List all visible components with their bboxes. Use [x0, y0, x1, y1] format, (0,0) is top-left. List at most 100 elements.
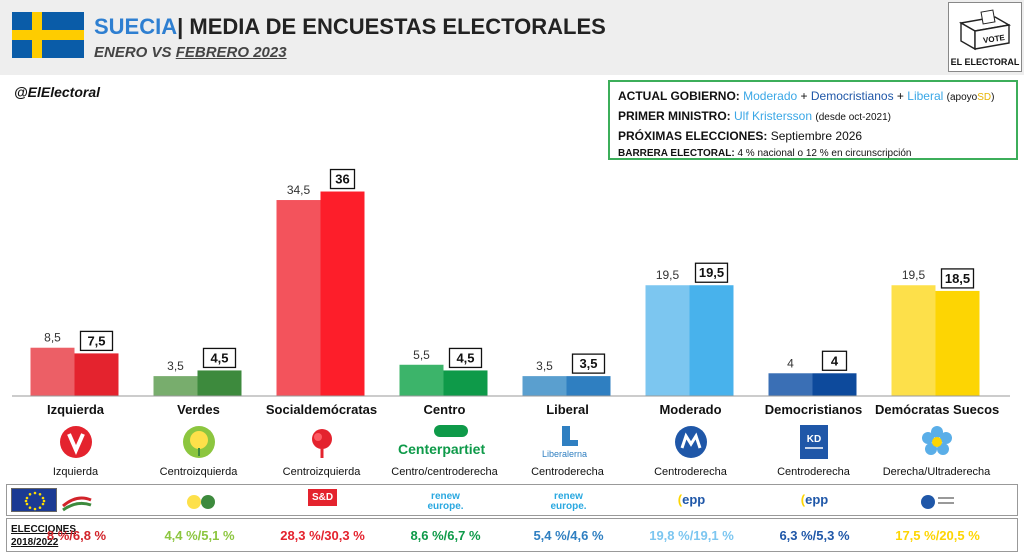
page-title: SUECIA| MEDIA DE ENCUESTAS ELECTORALES	[94, 14, 606, 40]
bar-febrero	[74, 353, 119, 396]
gov-next-val: Septiembre 2026	[770, 129, 863, 143]
data-label-box	[571, 353, 606, 374]
bar-febrero	[443, 370, 488, 396]
svg-text:Liberalerna: Liberalerna	[542, 449, 587, 459]
party-name: Verdes	[177, 402, 220, 417]
eu-group-row: S&D renew europe. renew europe. (epp (epp	[6, 484, 1018, 516]
title-separator: |	[177, 14, 184, 39]
data-label-enero: 4	[787, 356, 794, 370]
data-label-febrero: 4,5	[210, 350, 228, 365]
centerpartiet-icon: Centerpartiet	[383, 424, 506, 462]
data-label-enero: 19,5	[656, 268, 680, 282]
poll-bar-chart: 8,5 7,5 3,5 4,5 34,5 36 5,5 4,5 3,5 3,5 19,5 19,5 4 4…	[12, 168, 1010, 397]
logo-vote-text: VOTE	[983, 33, 1006, 45]
gov-line-actual: ACTUAL GOBIERNO: Moderado + Democristian…	[618, 87, 1008, 107]
v-rose-icon	[14, 424, 137, 462]
government-info-box: ACTUAL GOBIERNO: Moderado + Democristian…	[608, 80, 1018, 160]
data-label-box	[448, 347, 483, 369]
gov-line-next: PRÓXIMAS ELECCIONES: Septiembre 2026	[618, 127, 1008, 145]
gov-actual-key: ACTUAL GOBIERNO:	[618, 89, 740, 103]
party-spectrum: Centro/centroderecha	[391, 466, 498, 478]
data-label-febrero: 4	[831, 353, 839, 368]
eu-group-epp-icon: (epp	[800, 492, 829, 507]
gov-barrier-val: 4 % nacional o 12 % en circunscripción	[737, 148, 912, 159]
data-label-enero: 34,5	[287, 183, 311, 197]
data-label-febrero: 3,5	[579, 356, 597, 371]
bar-febrero	[566, 376, 611, 396]
party-spectrum: Centroizquierda	[159, 466, 238, 478]
eu-group-reneweurope-icon: renew europe.	[550, 491, 587, 512]
liberalerna-icon: Liberalerna	[506, 424, 629, 462]
party-name: Moderado	[659, 402, 722, 417]
party-name: Centro	[423, 402, 466, 417]
data-label-box	[202, 347, 237, 369]
data-label-enero: 3,5	[167, 359, 184, 373]
logo-brand-text: EL ELECTORAL	[950, 57, 1020, 67]
title-main: MEDIA DE ENCUESTAS ELECTORALES	[189, 14, 606, 39]
gov-pm-note: (desde oct-2021)	[815, 112, 891, 123]
gov-liberal: Liberal	[907, 89, 944, 103]
party-name: Demócratas Suecos	[875, 402, 1000, 417]
gov-apoyo-sd: SD	[977, 92, 992, 103]
gov-plus-1: +	[800, 89, 808, 103]
svg-text:Centerpartiet: Centerpartiet	[398, 441, 485, 457]
bar-enero	[399, 364, 444, 396]
data-label-febrero: 4,5	[456, 350, 474, 365]
eu-flag-icon	[11, 488, 57, 512]
bar-febrero	[935, 290, 980, 396]
data-label-febrero: 19,5	[699, 265, 724, 280]
eu-group-greens-icon	[138, 492, 261, 515]
gov-pm-name: Ulf Kristersson	[734, 109, 813, 123]
party-spectrum: Centroizquierda	[282, 466, 361, 478]
subtitle-vs: VS	[151, 44, 172, 61]
data-label-enero: 8,5	[44, 331, 61, 345]
gov-moderado: Moderado	[743, 89, 798, 103]
data-label-box	[821, 350, 848, 371]
election-result: 8 %/6,8 %	[46, 528, 107, 543]
bar-enero	[30, 347, 75, 396]
el-electoral-logo: VOTE EL ELECTORAL	[948, 2, 1022, 72]
election-result: 17,5 %/20,5 %	[895, 528, 980, 543]
bar-enero	[522, 376, 567, 396]
election-result: 4,4 %/5,1 %	[164, 528, 235, 543]
party-spectrum: Derecha/Ultraderecha	[882, 466, 991, 478]
gov-line-pm: PRIMER MINISTRO: Ulf Kristersson (desde …	[618, 107, 1008, 127]
bar-enero	[153, 376, 198, 396]
election-result: 19,8 %/19,1 %	[649, 528, 734, 543]
election-result: 28,3 %/30,3 %	[280, 528, 365, 543]
moderaterna-icon	[629, 424, 752, 462]
party-name: Socialdemócratas	[265, 402, 378, 417]
twitter-handle: @ElElectoral	[14, 84, 101, 100]
gov-next-key: PRÓXIMAS ELECCIONES:	[618, 129, 768, 143]
party-name: Izquierda	[46, 402, 105, 417]
bar-febrero	[197, 370, 242, 396]
subtitle-febrero: FEBRERO 2023	[175, 44, 287, 61]
party-spectrum: Izquierda	[52, 466, 99, 478]
eu-group-sd-icon: S&D	[261, 489, 384, 506]
bar-enero	[768, 373, 813, 396]
gov-apoyo-post: )	[991, 92, 995, 103]
ballot-box-icon: VOTE	[958, 9, 1012, 51]
bar-enero	[645, 285, 690, 396]
gov-apoyo-pre: (apoyo	[946, 92, 978, 103]
svg-text:KD: KD	[806, 434, 820, 445]
data-label-febrero: 7,5	[87, 333, 105, 348]
election-result: 6,3 %/5,3 %	[779, 528, 850, 543]
eu-group-reneweurope-icon: renew europe.	[427, 491, 464, 512]
data-label-enero: 3,5	[536, 359, 553, 373]
data-label-box	[940, 268, 975, 289]
data-label-febrero: 36	[335, 172, 349, 187]
flower-icon	[875, 424, 998, 462]
subtitle-enero: ENERO	[94, 44, 148, 61]
subtitle: ENERO VS FEBRERO 2023	[94, 44, 287, 61]
elections-label-line1: ELECCIONES	[11, 524, 77, 535]
bar-febrero	[689, 285, 734, 396]
election-result: 8,6 %/6,7 %	[410, 528, 481, 543]
bar-enero	[276, 200, 321, 396]
kd-icon: KD	[752, 424, 875, 462]
data-label-box	[694, 262, 729, 283]
title-country: SUECIA	[94, 14, 178, 39]
eu-group-ecr-icon	[876, 492, 999, 515]
elections-label-line2: 2018/2022	[11, 537, 59, 548]
gov-line-barrier: BARRERA ELECTORAL: 4 % nacional o 12 % e…	[618, 145, 1008, 163]
